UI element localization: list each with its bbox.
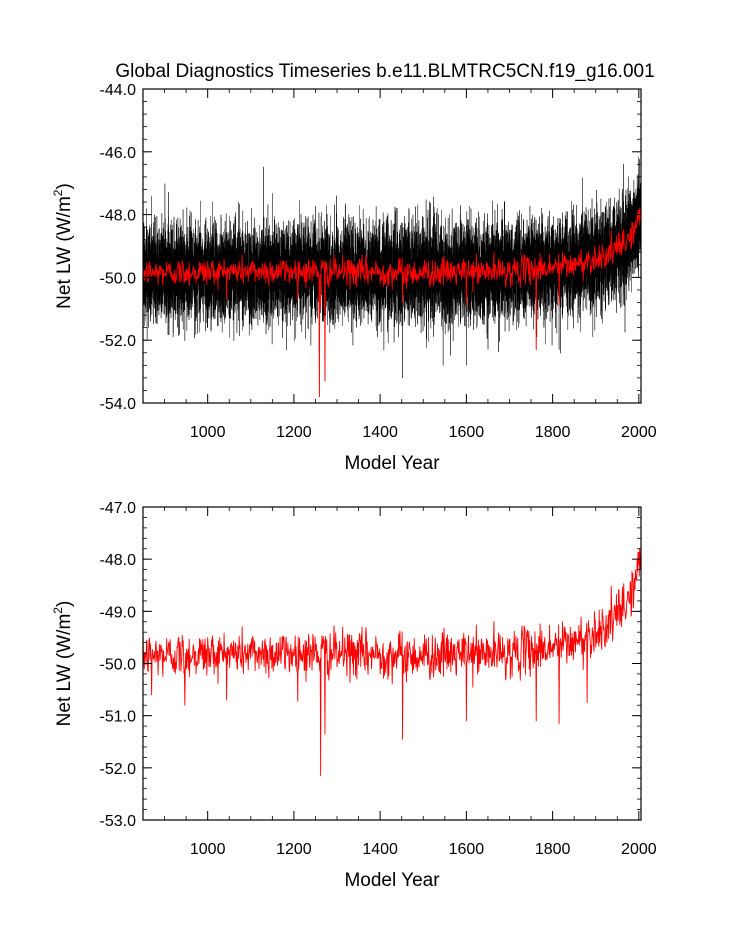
x-tick-label: 1200 bbox=[276, 424, 312, 441]
x-tick-label: 1600 bbox=[449, 841, 485, 858]
y-tick-label: -49.0 bbox=[100, 604, 137, 621]
y-axis-label-end: ) bbox=[54, 183, 75, 189]
axis-ticks bbox=[142, 506, 641, 821]
y-tick-labels: -54.0 -52.0 -50.0 -48.0 -46.0 -44.0 bbox=[100, 82, 137, 413]
x-tick-label: 2000 bbox=[621, 424, 657, 441]
axis-ticks bbox=[142, 88, 641, 404]
plot-frame bbox=[142, 88, 642, 404]
y-axis-label-superscript: 2 bbox=[51, 607, 65, 614]
x-tick-label: 1000 bbox=[190, 841, 226, 858]
y-axis-label-main: Net LW (W/m bbox=[54, 196, 75, 309]
y-axis-label-main: Net LW (W/m bbox=[54, 614, 75, 727]
x-tick-label: 1200 bbox=[276, 841, 312, 858]
annual-series bbox=[142, 207, 642, 398]
x-axis-label: Model Year bbox=[344, 870, 440, 891]
x-tick-label: 1600 bbox=[449, 424, 485, 441]
y-tick-label: -52.0 bbox=[100, 333, 137, 350]
y-tick-label: -48.0 bbox=[100, 552, 137, 569]
annual-series bbox=[142, 548, 642, 777]
x-tick-label: 1400 bbox=[362, 841, 398, 858]
y-axis-label-end: ) bbox=[54, 601, 75, 607]
y-tick-label: -53.0 bbox=[100, 813, 137, 830]
monthly-series bbox=[142, 156, 642, 397]
y-tick-label: -44.0 bbox=[100, 82, 137, 99]
y-tick-label: -52.0 bbox=[100, 761, 137, 778]
chart-title: Global Diagnostics Timeseries b.e11.BLMT… bbox=[115, 61, 654, 82]
y-tick-label: -50.0 bbox=[100, 270, 137, 287]
y-tick-label: -51.0 bbox=[100, 709, 137, 726]
y-axis-label: Net LW (W/m2) bbox=[51, 601, 75, 727]
x-axis-label: Model Year bbox=[344, 453, 440, 474]
y-axis-label-superscript: 2 bbox=[51, 189, 65, 196]
x-tick-labels: 1000 1200 1400 1600 1800 2000 bbox=[190, 841, 657, 858]
y-tick-labels: -53.0 -52.0 -51.0 -50.0 -49.0 -48.0 -47.0 bbox=[100, 500, 137, 830]
top-panel: 1000 1200 1400 1600 1800 2000 -54.0 -52.0 -50.0… bbox=[51, 82, 657, 474]
x-tick-labels: 1000 1200 1400 1600 1800 2000 bbox=[190, 424, 657, 441]
bottom-panel: 1000 1200 1400 1600 1800 2000 -53.0 -52.0 -51.0… bbox=[51, 500, 657, 891]
annual-series-line bbox=[142, 207, 642, 398]
monthly-series-line bbox=[142, 156, 642, 397]
y-tick-label: -48.0 bbox=[100, 208, 137, 225]
annual-series-line bbox=[142, 548, 642, 777]
y-tick-label: -47.0 bbox=[100, 500, 137, 517]
y-tick-label: -50.0 bbox=[100, 657, 137, 674]
x-tick-label: 1400 bbox=[362, 424, 398, 441]
y-tick-label: -46.0 bbox=[100, 145, 137, 162]
x-tick-label: 1000 bbox=[190, 424, 226, 441]
x-tick-label: 1800 bbox=[535, 424, 571, 441]
x-tick-label: 2000 bbox=[621, 841, 657, 858]
y-axis-label: Net LW (W/m2) bbox=[51, 183, 75, 309]
y-tick-label: -54.0 bbox=[100, 396, 137, 413]
x-tick-label: 1800 bbox=[535, 841, 571, 858]
